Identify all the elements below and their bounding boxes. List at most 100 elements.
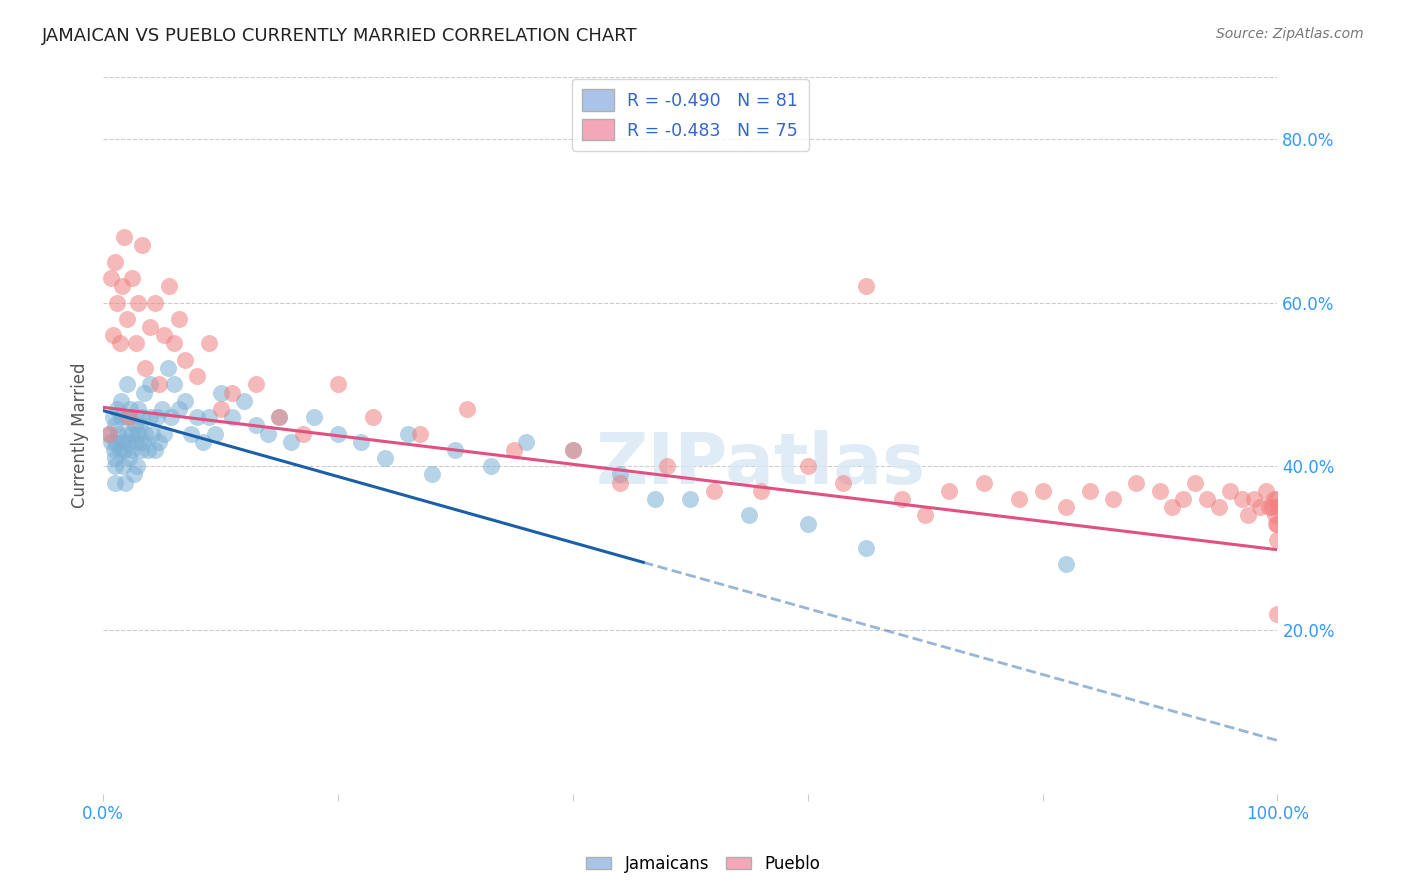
Point <box>100 434 122 449</box>
Point <box>101 410 124 425</box>
Point <box>120 401 142 416</box>
Point <box>105 401 128 416</box>
Point <box>139 377 162 392</box>
Point <box>122 467 145 482</box>
Point <box>1260 500 1282 515</box>
Point <box>503 442 526 457</box>
Point <box>269 410 291 425</box>
Point <box>1265 516 1288 531</box>
Point <box>738 508 761 523</box>
Point <box>125 434 148 449</box>
Point <box>1237 508 1260 523</box>
Point <box>125 336 148 351</box>
Point <box>111 434 134 449</box>
Point <box>1184 475 1206 490</box>
Point <box>129 442 152 457</box>
Point <box>186 369 208 384</box>
Point <box>973 475 995 490</box>
Point <box>115 312 138 326</box>
Point <box>104 418 127 433</box>
Point <box>1173 491 1195 506</box>
Point <box>1254 483 1277 498</box>
Point <box>143 442 166 457</box>
Point <box>132 434 155 449</box>
Point <box>1160 500 1182 515</box>
Text: ZIPatlas: ZIPatlas <box>596 430 925 499</box>
Point <box>1263 491 1285 506</box>
Point <box>749 483 772 498</box>
Point <box>108 336 131 351</box>
Point <box>134 361 156 376</box>
Point <box>162 377 184 392</box>
Point <box>561 442 583 457</box>
Point <box>98 426 121 441</box>
Point <box>1249 500 1271 515</box>
Point <box>1195 491 1218 506</box>
Point <box>515 434 537 449</box>
Point <box>832 475 855 490</box>
Point <box>1258 500 1281 515</box>
Point <box>1102 491 1125 506</box>
Point <box>112 230 135 244</box>
Point <box>221 410 243 425</box>
Point <box>115 410 138 425</box>
Point <box>796 459 818 474</box>
Point <box>115 426 138 441</box>
Point <box>153 328 176 343</box>
Point <box>1219 483 1241 498</box>
Point <box>1264 508 1286 523</box>
Point <box>114 475 136 490</box>
Point <box>127 401 149 416</box>
Point <box>855 541 877 555</box>
Point <box>221 385 243 400</box>
Point <box>1125 475 1147 490</box>
Point <box>1267 491 1289 506</box>
Point <box>110 410 132 425</box>
Point <box>420 467 443 482</box>
Point <box>134 426 156 441</box>
Point <box>350 434 373 449</box>
Text: JAMAICAN VS PUEBLO CURRENTLY MARRIED CORRELATION CHART: JAMAICAN VS PUEBLO CURRENTLY MARRIED COR… <box>42 27 638 45</box>
Point <box>1208 500 1230 515</box>
Point <box>174 352 197 367</box>
Point <box>127 459 149 474</box>
Point <box>1267 516 1289 531</box>
Point <box>291 426 314 441</box>
Point <box>148 377 170 392</box>
Point <box>143 295 166 310</box>
Point <box>104 451 127 466</box>
Point <box>456 401 478 416</box>
Point <box>131 410 153 425</box>
Point <box>609 475 631 490</box>
Point <box>104 434 127 449</box>
Point <box>141 426 163 441</box>
Point <box>139 410 162 425</box>
Point <box>561 442 583 457</box>
Text: Source: ZipAtlas.com: Source: ZipAtlas.com <box>1216 27 1364 41</box>
Point <box>120 426 142 441</box>
Point <box>280 434 302 449</box>
Point <box>245 418 267 433</box>
Point <box>396 426 419 441</box>
Point <box>233 393 256 408</box>
Point <box>890 491 912 506</box>
Point <box>105 295 128 310</box>
Point <box>1008 491 1031 506</box>
Point <box>134 385 156 400</box>
Point <box>198 336 221 351</box>
Point <box>269 410 291 425</box>
Point <box>444 442 467 457</box>
Point <box>110 393 132 408</box>
Point <box>1267 500 1289 515</box>
Point <box>160 410 183 425</box>
Point <box>104 475 127 490</box>
Point <box>101 328 124 343</box>
Point <box>118 410 141 425</box>
Point <box>1031 483 1053 498</box>
Point <box>245 377 267 392</box>
Point <box>128 418 150 433</box>
Point <box>1054 558 1077 572</box>
Point <box>1230 491 1253 506</box>
Point <box>131 238 153 252</box>
Point <box>118 451 141 466</box>
